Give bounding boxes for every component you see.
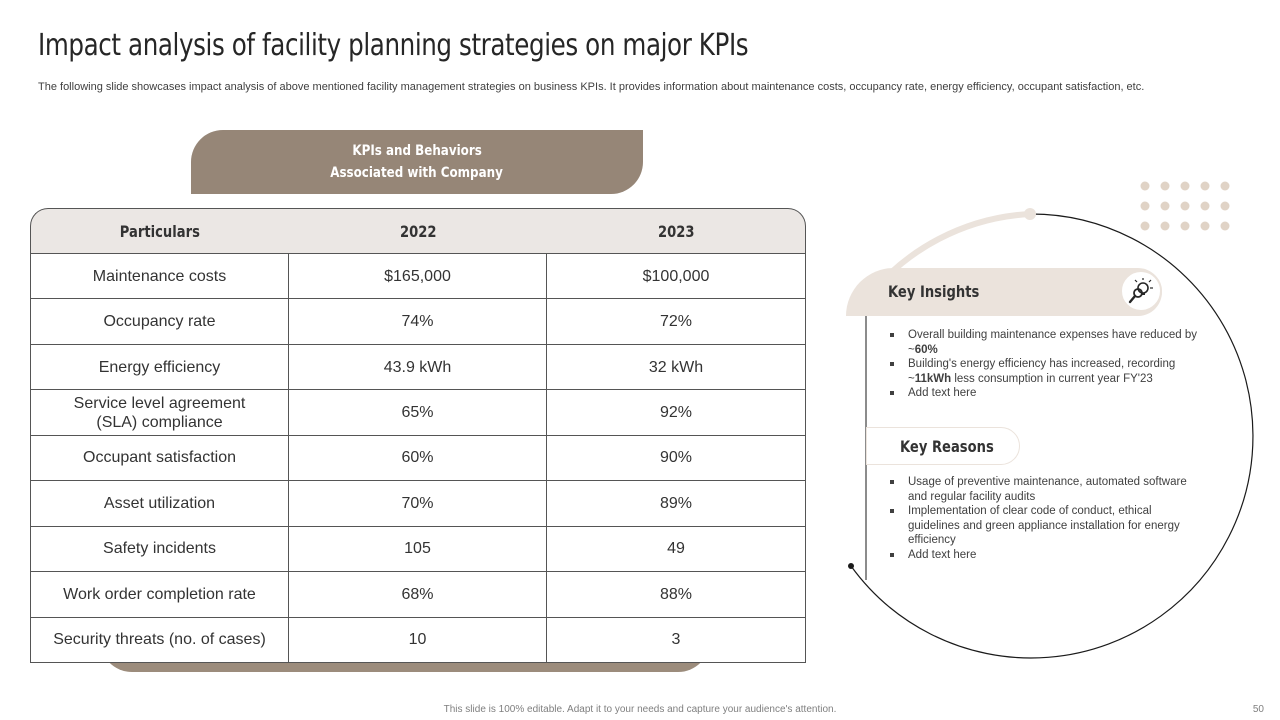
- header-2022: 2022: [289, 208, 547, 254]
- table-row: Maintenance costs $165,000 $100,000: [30, 254, 806, 300]
- cell-2022: 10: [289, 617, 547, 663]
- table-row: Energy efficiency 43.9 kWh 32 kWh: [30, 344, 806, 391]
- kpi-table: Particulars 2022 2023 Maintenance costs $…: [30, 208, 806, 663]
- cell-particular: Occupancy rate: [30, 299, 289, 345]
- kpi-table-body: Maintenance costs $165,000 $100,000 Occupan…: [30, 254, 806, 663]
- cell-particular: Asset utilization: [30, 481, 289, 527]
- cell-particular: Service level agreement (SLA) compliance: [30, 390, 289, 436]
- cell-2022: 70%: [289, 481, 547, 527]
- key-insight-item: Add text here: [888, 386, 1206, 401]
- key-insight-item: Building's energy efficiency has increas…: [888, 357, 1206, 386]
- key-insights-icon-holder: [1120, 270, 1162, 312]
- cell-2022: 65%: [289, 390, 547, 436]
- cell-2022: 74%: [289, 299, 547, 345]
- key-reason-item: Implementation of clear code of conduct,…: [888, 504, 1206, 548]
- table-row: Work order completion rate 68% 88%: [30, 572, 806, 618]
- table-row: Service level agreement (SLA) compliance…: [30, 390, 806, 436]
- cell-2022: 60%: [289, 435, 547, 482]
- cell-2022: 105: [289, 526, 547, 573]
- key-insights-band: [846, 268, 1162, 316]
- table-row: Safety incidents 105 49: [30, 526, 806, 573]
- cell-particular: Occupant satisfaction: [30, 435, 289, 482]
- cell-particular: Work order completion rate: [30, 572, 289, 618]
- lightbulb-magnifier-icon: [1128, 278, 1153, 304]
- table-row: Occupancy rate 74% 72%: [30, 299, 806, 345]
- key-reasons-pill: [866, 427, 1020, 465]
- key-reasons-title: Key Reasons: [900, 437, 994, 456]
- table-tab-heading: KPIs and Behaviors Associated with Compa…: [191, 130, 643, 194]
- slide-subtitle: The following slide showcases impact ana…: [38, 81, 1145, 93]
- dot-grid-decoration: [1140, 181, 1230, 231]
- key-insights-title: Key Insights: [888, 282, 980, 301]
- cell-2023: 88%: [547, 572, 806, 618]
- table-row: Asset utilization 70% 89%: [30, 481, 806, 527]
- cell-2023: 49: [547, 526, 806, 573]
- table-row: Occupant satisfaction 60% 90%: [30, 435, 806, 482]
- cell-particular: Security threats (no. of cases): [30, 617, 289, 663]
- cell-2023: 89%: [547, 481, 806, 527]
- key-reasons-list: Usage of preventive maintenance, automat…: [888, 475, 1206, 562]
- key-insight-item: Overall building maintenance expenses ha…: [888, 328, 1206, 357]
- table-header-row: Particulars 2022 2023: [30, 208, 806, 254]
- header-2023: 2023: [547, 208, 806, 254]
- cell-2023: 90%: [547, 435, 806, 482]
- cell-2023: 92%: [547, 390, 806, 436]
- table-tab-line-1: KPIs and Behaviors: [352, 143, 482, 159]
- cell-2022: $165,000: [289, 254, 547, 300]
- key-insights-list: Overall building maintenance expenses ha…: [888, 328, 1206, 401]
- table-tab-line-2: Associated with Company: [330, 165, 504, 181]
- key-reason-item: Usage of preventive maintenance, automat…: [888, 475, 1206, 504]
- cell-particular: Energy efficiency: [30, 344, 289, 391]
- cell-2023: 3: [547, 617, 806, 663]
- key-reason-item: Add text here: [888, 548, 1206, 563]
- cell-particular: Safety incidents: [30, 526, 289, 573]
- page-number: 50: [1252, 704, 1264, 715]
- cell-2023: $100,000: [547, 254, 806, 300]
- cell-2023: 32 kWh: [547, 344, 806, 391]
- cell-particular: Maintenance costs: [30, 254, 289, 300]
- cell-2023: 72%: [547, 299, 806, 345]
- footer-note: This slide is 100% editable. Adapt it to…: [443, 704, 837, 715]
- header-particulars: Particulars: [30, 208, 289, 254]
- table-row: Security threats (no. of cases) 10 3: [30, 617, 806, 663]
- cell-2022: 43.9 kWh: [289, 344, 547, 391]
- cell-2022: 68%: [289, 572, 547, 618]
- slide-title: Impact analysis of facility planning str…: [38, 28, 749, 63]
